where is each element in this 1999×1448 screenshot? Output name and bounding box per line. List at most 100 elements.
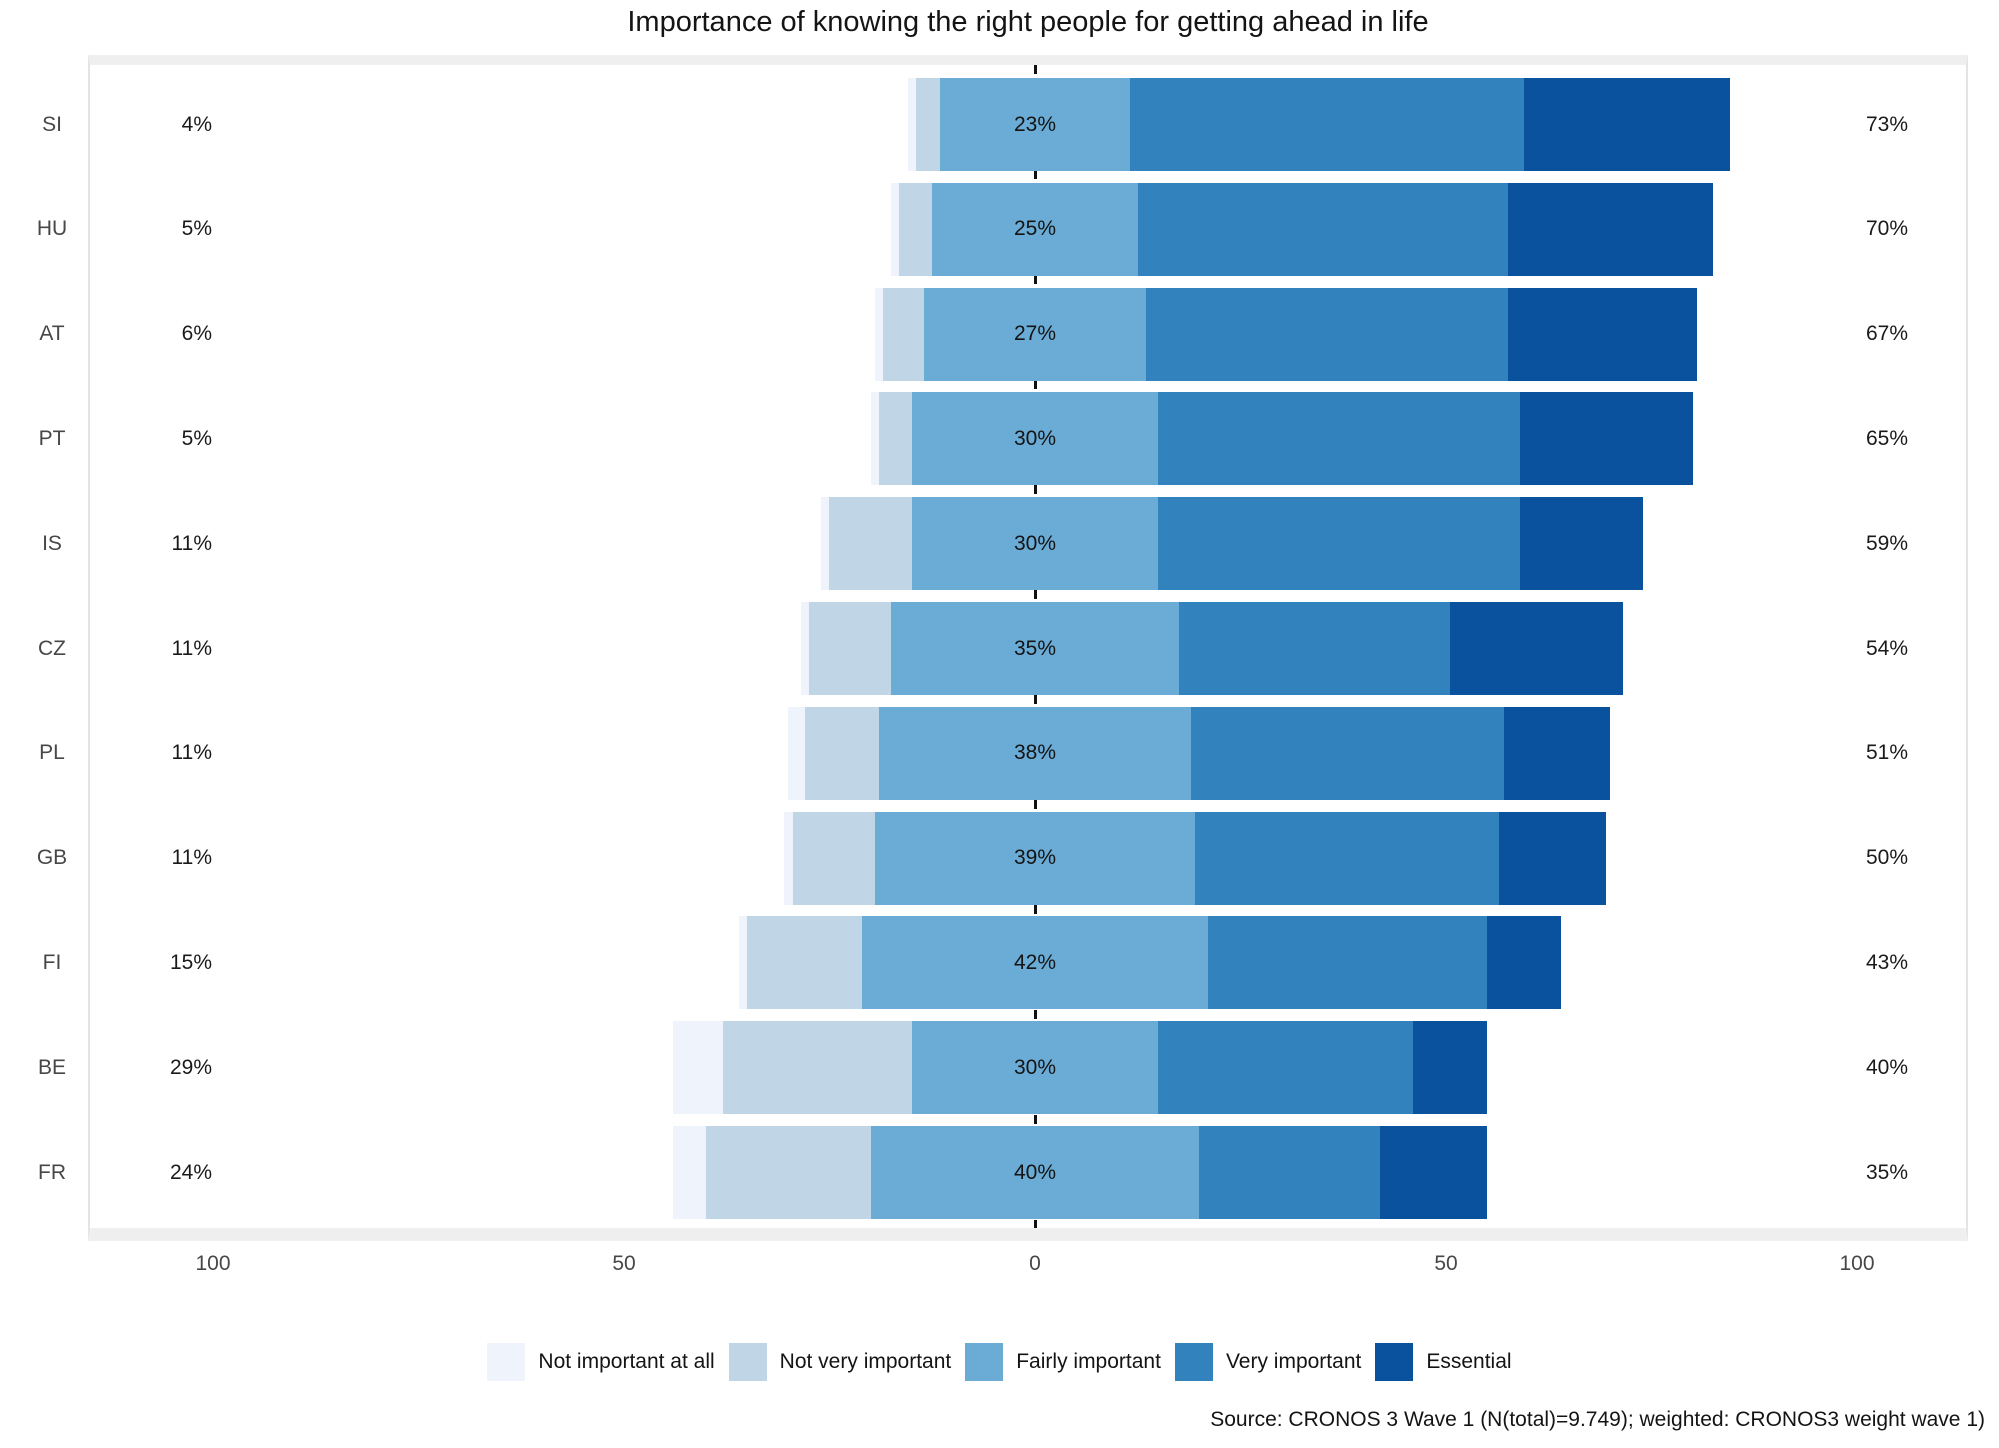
bar-segment-fairly-important (911, 1021, 1159, 1115)
right-percent-BE: 40% (1865, 1055, 1908, 1079)
bar-segment-very-important (1158, 392, 1520, 486)
bar-segment-not-important-at-all (784, 811, 793, 905)
right-percent-FR: 35% (1865, 1160, 1908, 1184)
legend-label-essential: Essential (1426, 1350, 1512, 1373)
legend-item-not-very-important: Not very important (728, 1343, 951, 1381)
bar-segment-essential (1380, 1126, 1488, 1219)
bar-row-HU (891, 182, 1714, 276)
center-percent-IS: 30% (1013, 531, 1057, 555)
bar-segment-essential (1519, 497, 1644, 591)
bar-segment-not-very-important (804, 706, 879, 800)
country-label-PT: PT (38, 426, 66, 450)
bar-segment-very-important (1158, 1021, 1414, 1115)
bar-segment-very-important (1199, 1126, 1381, 1219)
left-percent-HU: 5% (181, 217, 212, 241)
left-percent-GB: 11% (171, 846, 212, 870)
bar-segment-not-important-at-all (821, 497, 830, 591)
legend-swatch-fairly-important (965, 1343, 1004, 1381)
legend-item-very-important: Very important (1174, 1343, 1361, 1381)
bar-segment-fairly-important (911, 392, 1159, 486)
bar-segment-not-very-important (706, 1126, 871, 1219)
left-percent-PL: 11% (171, 741, 212, 765)
bar-segment-not-important-at-all (874, 287, 883, 381)
right-percent-IS: 59% (1865, 531, 1908, 555)
center-percent-SI: 23% (1013, 112, 1057, 136)
legend-item-essential: Essential (1375, 1343, 1512, 1381)
bar-segment-essential (1524, 78, 1730, 171)
axis-tick-100-0: 100 (195, 1252, 231, 1275)
right-percent-FI: 43% (1865, 950, 1908, 974)
bar-segment-not-very-important (915, 78, 941, 171)
center-percent-AT: 27% (1013, 322, 1057, 346)
center-percent-BE: 30% (1013, 1055, 1057, 1079)
axis-tick-100-4: 100 (1839, 1252, 1875, 1275)
bar-segment-very-important (1137, 182, 1508, 276)
legend-label-not-important-at-all: Not important at all (538, 1350, 715, 1373)
left-percent-CZ: 11% (171, 636, 212, 660)
chart-title: Importance of knowing the right people f… (627, 6, 1429, 38)
bar-segment-fairly-important (862, 916, 1208, 1010)
bar-row-BE (673, 1021, 1488, 1115)
bar-segment-fairly-important (940, 78, 1130, 171)
center-percent-PL: 38% (1013, 741, 1057, 765)
axis-tick-0-2: 0 (1029, 1252, 1041, 1275)
bar-segment-not-important-at-all (907, 78, 916, 171)
bar-segment-very-important (1129, 78, 1525, 171)
country-label-AT: AT (39, 322, 65, 346)
bar-segment-fairly-important (924, 287, 1146, 381)
bar-segment-not-very-important (829, 497, 912, 591)
bar-segment-not-important-at-all (788, 706, 805, 800)
right-percent-HU: 70% (1865, 217, 1908, 241)
bar-segment-not-very-important (899, 182, 933, 276)
bar-segment-very-important (1145, 287, 1508, 381)
bar-row-PL (788, 706, 1611, 800)
bar-row-CZ (800, 602, 1623, 695)
bar-segment-not-important-at-all (673, 1021, 723, 1115)
center-percent-GB: 39% (1013, 846, 1057, 870)
bar-row-AT (874, 287, 1697, 381)
bar-segment-essential (1413, 1021, 1488, 1115)
bar-segment-very-important (1207, 916, 1488, 1010)
left-percent-AT: 6% (181, 322, 212, 346)
bar-segment-fairly-important (932, 182, 1138, 276)
bar-row-PT (870, 392, 1693, 486)
bar-segment-essential (1507, 287, 1697, 381)
country-label-SI: SI (42, 112, 62, 136)
bar-segment-essential (1450, 602, 1623, 695)
bar-segment-not-important-at-all (870, 392, 879, 486)
bar-segment-essential (1519, 392, 1693, 486)
legend-item-not-important-at-all: Not important at all (487, 1343, 715, 1381)
bar-segment-not-important-at-all (800, 602, 809, 695)
right-percent-AT: 67% (1865, 322, 1908, 346)
bar-segment-not-very-important (878, 392, 912, 486)
legend-label-fairly-important: Fairly important (1016, 1350, 1161, 1373)
bar-segment-not-very-important (882, 287, 925, 381)
left-percent-PT: 5% (181, 426, 212, 450)
country-label-IS: IS (42, 531, 62, 555)
right-percent-PT: 65% (1865, 426, 1908, 450)
country-label-HU: HU (36, 217, 68, 241)
bar-segment-not-very-important (722, 1021, 912, 1115)
country-label-FR: FR (38, 1160, 66, 1184)
country-label-FI: FI (42, 950, 62, 974)
legend-swatch-not-important-at-all (487, 1343, 526, 1381)
bar-segment-not-very-important (808, 602, 892, 695)
left-percent-FR: 24% (169, 1160, 212, 1184)
bar-segment-essential (1487, 916, 1562, 1010)
center-percent-FR: 40% (1013, 1160, 1057, 1184)
left-percent-FI: 15% (169, 950, 212, 974)
bar-row-FI (739, 916, 1562, 1010)
right-percent-CZ: 54% (1865, 636, 1908, 660)
legend-swatch-not-very-important (728, 1343, 767, 1381)
bar-segment-not-important-at-all (891, 182, 900, 276)
country-label-CZ: CZ (38, 636, 66, 660)
bar-row-IS (821, 497, 1644, 591)
bar-segment-fairly-important (878, 706, 1192, 800)
bar-segment-fairly-important (874, 811, 1196, 905)
bar-row-SI (907, 78, 1730, 171)
bar-segment-fairly-important (870, 1126, 1200, 1219)
bar-segment-not-important-at-all (673, 1126, 707, 1219)
source-note: Source: CRONOS 3 Wave 1 (N(total)=9.749)… (1210, 1408, 1985, 1431)
bar-segment-very-important (1195, 811, 1500, 905)
